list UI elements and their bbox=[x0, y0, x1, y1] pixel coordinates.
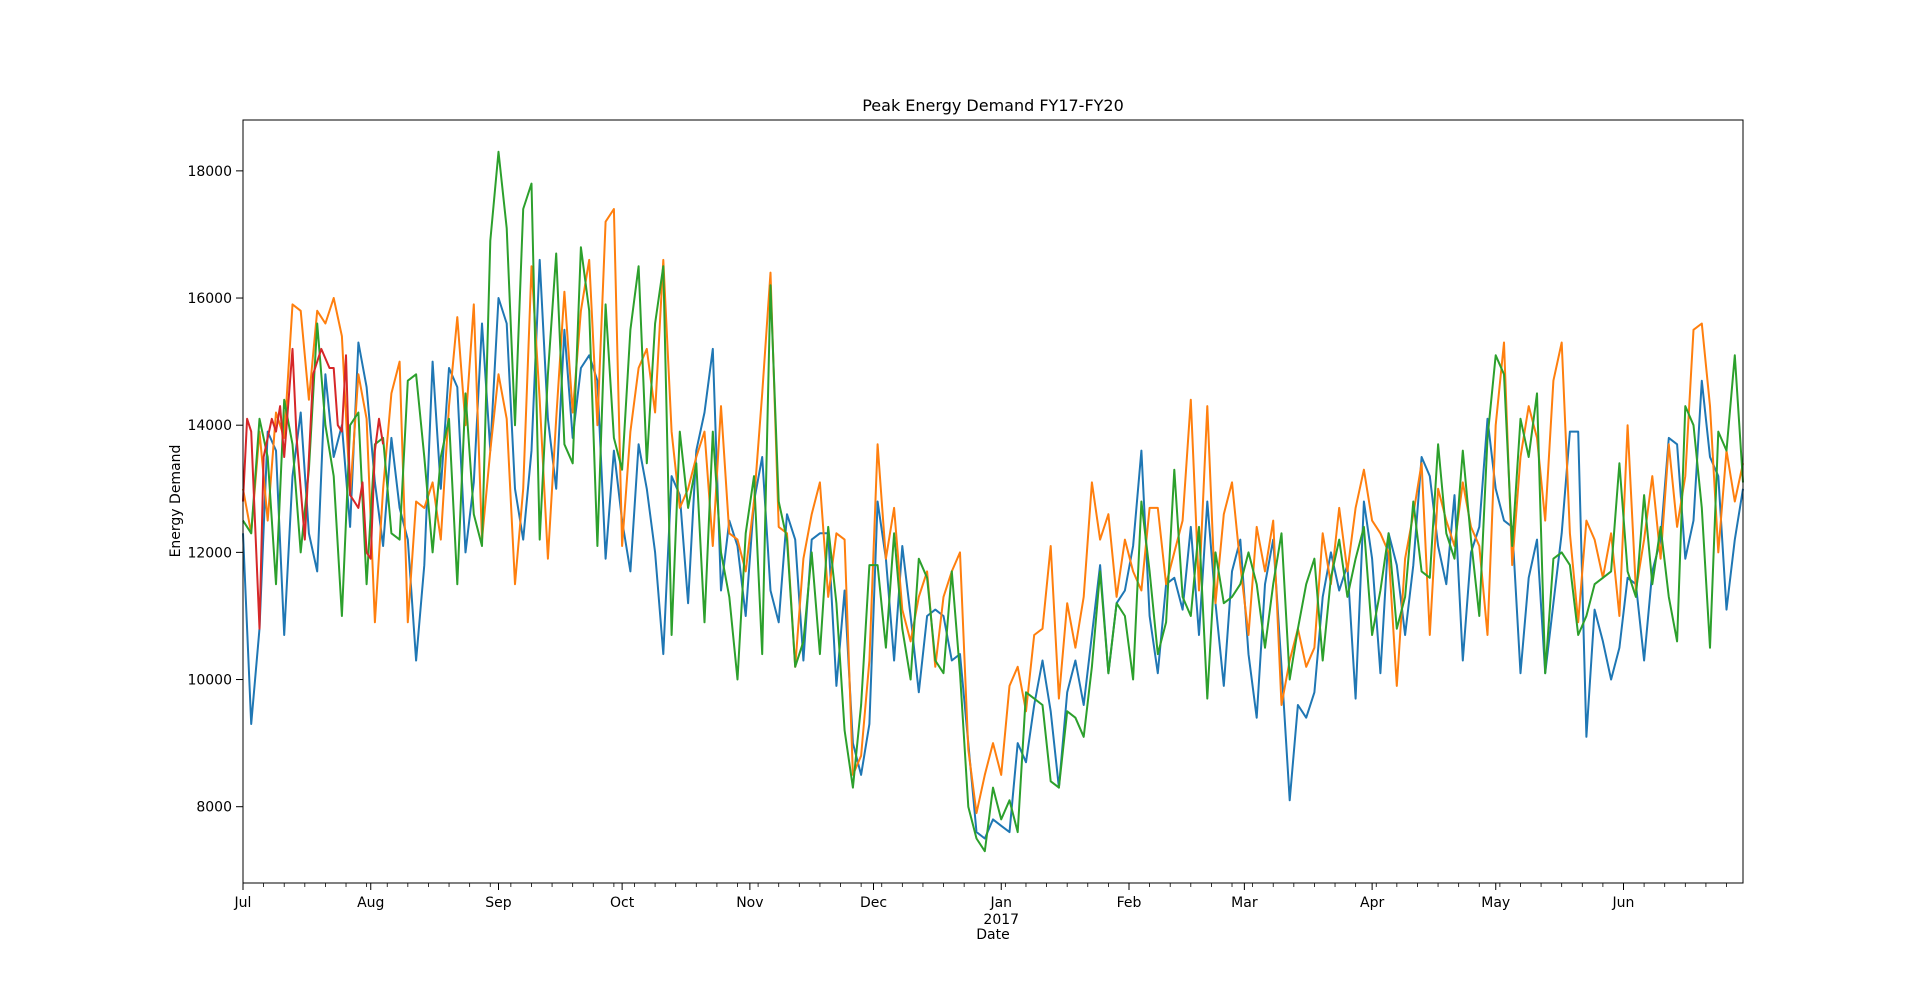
series-line-1 bbox=[242, 258, 1744, 840]
y-axis: 8000 10000 12000 14000 16000 18000 bbox=[187, 164, 243, 816]
y-tick-label: 16000 bbox=[187, 291, 232, 307]
x-tick-label: Mar bbox=[1231, 895, 1258, 911]
plot-area-frame bbox=[242, 119, 1744, 884]
series-line-2 bbox=[242, 208, 1744, 815]
series-line-3 bbox=[242, 150, 1744, 853]
x-tick-label: Aug bbox=[357, 895, 384, 911]
x-tick-label: Oct bbox=[610, 895, 635, 911]
x-tick-label: Dec bbox=[860, 895, 887, 911]
x-tick-label: Sep bbox=[485, 895, 512, 911]
x-tick-label: Jul bbox=[234, 895, 252, 911]
x-tick-label: Apr bbox=[1360, 895, 1384, 911]
y-axis-label: Energy Demand bbox=[168, 445, 184, 558]
y-tick-label: 12000 bbox=[187, 545, 232, 561]
y-tick-label: 18000 bbox=[187, 164, 232, 180]
y-tick-label: 10000 bbox=[187, 673, 232, 689]
x-tick-label: Jan bbox=[989, 895, 1012, 911]
x-axis-label: Date bbox=[976, 927, 1009, 943]
y-tick-label: 14000 bbox=[187, 418, 232, 434]
x-tick-label: Feb bbox=[1117, 895, 1142, 911]
x-tick-label: Nov bbox=[736, 895, 763, 911]
x-tick-label: May bbox=[1481, 895, 1510, 911]
series-layer bbox=[242, 150, 1744, 853]
x-tick-sublabel: 2017 bbox=[983, 912, 1019, 928]
series-line-4 bbox=[242, 347, 385, 630]
x-tick-label: Jun bbox=[1612, 895, 1635, 911]
chart-title: Peak Energy Demand FY17-FY20 bbox=[862, 96, 1124, 115]
y-tick-label: 8000 bbox=[196, 800, 232, 816]
